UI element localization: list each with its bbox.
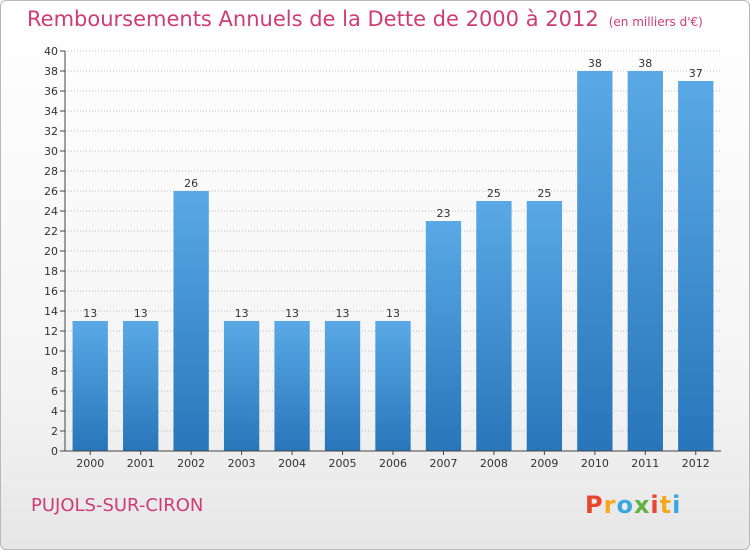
x-tick-label-2003: 2003 [228, 457, 256, 470]
data-label-2002: 26 [184, 177, 198, 190]
commune-name: PUJOLS-SUR-CIRON [31, 495, 204, 516]
bar-2008 [476, 201, 512, 451]
chart-subtitle: (en milliers d'€) [608, 15, 703, 29]
logo-letter: o [616, 491, 634, 519]
logo-letter: r [603, 491, 617, 519]
y-tick-label: 32 [44, 125, 58, 138]
x-tick-label-2002: 2002 [177, 457, 205, 470]
y-tick-label: 36 [44, 85, 58, 98]
data-label-2003: 13 [235, 307, 249, 320]
data-label-2006: 13 [386, 307, 400, 320]
x-tick-label-2012: 2012 [682, 457, 710, 470]
y-tick-label: 24 [44, 205, 58, 218]
bar-2007 [425, 221, 462, 451]
data-label-2011: 38 [638, 57, 652, 70]
y-tick-label: 12 [44, 325, 58, 338]
logo-letter: P [585, 491, 604, 519]
bar-2005 [324, 321, 361, 451]
y-tick-label: 20 [44, 245, 58, 258]
bar-2006 [375, 321, 411, 451]
data-label-2009: 25 [537, 187, 551, 200]
x-tick-label-2006: 2006 [379, 457, 407, 470]
data-label-2000: 13 [83, 307, 97, 320]
y-tick-label: 30 [44, 145, 58, 158]
x-tick-label-2005: 2005 [329, 457, 357, 470]
bars [72, 71, 714, 451]
y-tick-label: 14 [44, 305, 58, 318]
y-tick-label: 0 [51, 445, 58, 458]
data-label-2001: 13 [134, 307, 148, 320]
data-label-2007: 23 [436, 207, 450, 220]
bar-2010 [577, 71, 613, 451]
x-tick-label-2008: 2008 [480, 457, 508, 470]
data-label-2004: 13 [285, 307, 299, 320]
x-tick-label-2000: 2000 [76, 457, 104, 470]
logo-letter: x [633, 491, 651, 519]
data-label-2012: 37 [689, 67, 703, 80]
x-tick-label-2010: 2010 [581, 457, 609, 470]
logo-letter: i [672, 491, 682, 519]
y-tick-label: 2 [51, 425, 58, 438]
y-tick-label: 6 [51, 385, 58, 398]
proxiti-logo[interactable]: Proxiti [585, 491, 681, 519]
y-tick-label: 34 [44, 105, 58, 118]
x-tick-label-2011: 2011 [631, 457, 659, 470]
data-label-2008: 25 [487, 187, 501, 200]
y-tick-label: 16 [44, 285, 58, 298]
logo-letter: i [650, 491, 660, 519]
chart-title: Remboursements Annuels de la Dette de 20… [27, 7, 703, 31]
axes: 0246810121416182022242628303234363840200… [44, 45, 721, 470]
x-tick-label-2004: 2004 [278, 457, 306, 470]
x-tick-label-2007: 2007 [429, 457, 457, 470]
data-label-2010: 38 [588, 57, 602, 70]
bar-2009 [526, 201, 563, 451]
logo-letter: t [659, 491, 673, 519]
title-text: Remboursements Annuels de la Dette de 20… [27, 7, 599, 31]
bar-2012 [678, 81, 714, 451]
bar-2002 [173, 191, 209, 451]
bar-2004 [274, 321, 310, 451]
data-label-2005: 13 [336, 307, 350, 320]
y-tick-label: 18 [44, 265, 58, 278]
labels: 13 13 26 13 13 13 13 23 25 25 38 38 37 [83, 57, 703, 320]
y-tick-label: 38 [44, 65, 58, 78]
bar-2003 [223, 321, 260, 451]
y-tick-label: 10 [44, 345, 58, 358]
bar-2000 [72, 321, 108, 451]
y-tick-label: 8 [51, 365, 58, 378]
bar-2011 [627, 71, 663, 451]
bar-2001 [123, 321, 159, 451]
x-tick-label-2009: 2009 [530, 457, 558, 470]
y-tick-label: 22 [44, 225, 58, 238]
y-tick-label: 4 [51, 405, 58, 418]
y-tick-label: 40 [44, 45, 58, 58]
y-tick-label: 28 [44, 165, 58, 178]
y-tick-label: 26 [44, 185, 58, 198]
x-tick-label-2001: 2001 [127, 457, 155, 470]
